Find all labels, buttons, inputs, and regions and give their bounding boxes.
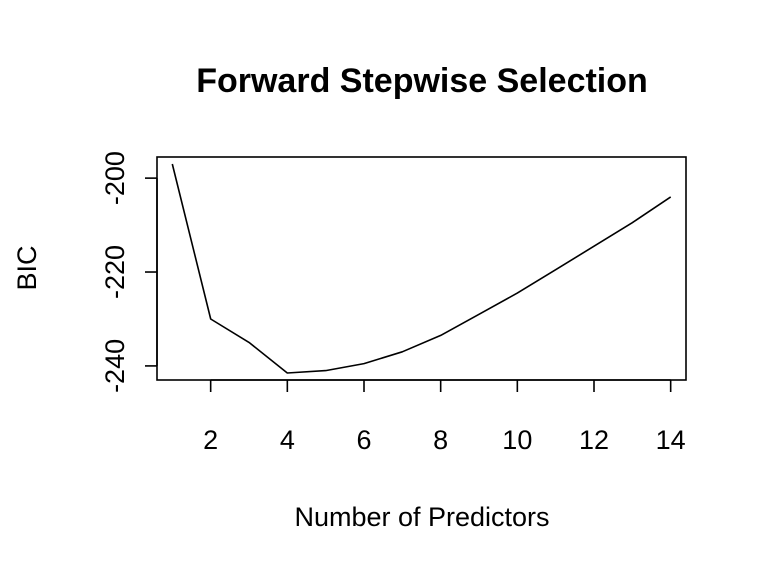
y-axis-label: BIC (12, 245, 42, 290)
y-axis: -200 -220 -240 (100, 151, 158, 393)
x-axis-label: Number of Predictors (294, 502, 549, 532)
x-axis: 2 4 6 8 10 12 14 (203, 379, 686, 455)
x-tick-label: 8 (433, 425, 448, 455)
y-tick-label: -240 (100, 339, 130, 393)
x-tick-label: 6 (356, 425, 371, 455)
x-tick-label: 10 (502, 425, 532, 455)
chart-title: Forward Stepwise Selection (196, 62, 648, 100)
y-tick-label: -220 (100, 245, 130, 299)
plot-frame (156, 156, 687, 381)
y-tick-label: -200 (100, 151, 130, 205)
series-layer (171, 163, 672, 374)
x-tick-label: 2 (203, 425, 218, 455)
series-line (171, 163, 672, 374)
x-tick-label: 12 (579, 425, 609, 455)
x-tick-label: 14 (656, 425, 686, 455)
x-tick-label: 4 (280, 425, 295, 455)
